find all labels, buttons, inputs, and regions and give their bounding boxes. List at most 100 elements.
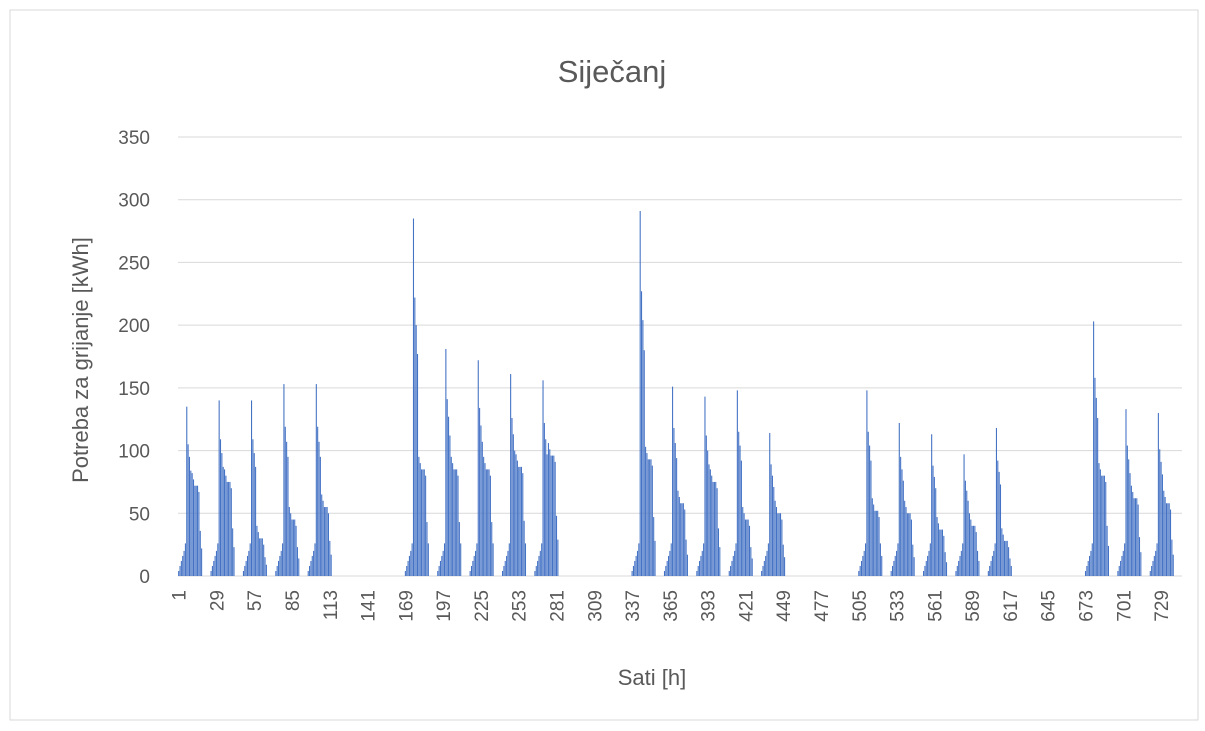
bar <box>479 407 481 576</box>
bar <box>191 473 193 576</box>
y-tick-label: 300 <box>118 191 150 212</box>
bar <box>294 519 296 576</box>
bar <box>959 555 961 576</box>
bar <box>634 560 636 576</box>
bar <box>860 560 863 576</box>
bar <box>325 507 327 576</box>
bar <box>1106 525 1108 576</box>
bar <box>972 525 975 576</box>
bar <box>697 565 699 576</box>
bar <box>750 547 752 576</box>
bar <box>881 555 883 576</box>
bar <box>414 297 416 576</box>
bar <box>264 557 266 576</box>
bar <box>703 543 705 576</box>
bar <box>249 543 251 576</box>
bar <box>941 529 944 576</box>
bar <box>684 509 686 576</box>
bar <box>515 454 517 576</box>
bar <box>681 503 683 576</box>
x-tick-label: 197 <box>434 590 455 622</box>
bar <box>978 560 980 576</box>
bar <box>523 520 525 576</box>
bar <box>1105 481 1107 576</box>
bar <box>520 466 522 576</box>
bar <box>427 543 429 576</box>
bar <box>180 560 182 576</box>
bar <box>1160 461 1162 576</box>
bar <box>1134 498 1136 576</box>
bar <box>248 550 250 576</box>
bar <box>928 550 930 576</box>
bar <box>1103 475 1105 576</box>
x-tick-label: 1 <box>170 590 191 601</box>
bar <box>735 543 737 576</box>
bar <box>522 473 524 576</box>
bar <box>545 439 547 576</box>
bar <box>728 570 730 576</box>
bar <box>481 441 483 576</box>
bar <box>730 565 732 576</box>
bar <box>923 570 925 576</box>
bar <box>508 543 510 576</box>
bar <box>696 570 698 576</box>
bar <box>210 570 212 576</box>
bar <box>858 570 860 576</box>
bar <box>251 400 253 576</box>
x-tick-label: 589 <box>963 590 984 622</box>
bar <box>896 550 898 576</box>
bar <box>421 469 423 576</box>
bar <box>323 507 325 576</box>
bar <box>781 519 783 576</box>
bar <box>1164 496 1166 576</box>
bar <box>1167 503 1169 576</box>
bar <box>893 560 895 576</box>
bar <box>1165 503 1168 576</box>
bar <box>711 475 713 576</box>
x-tick-label: 309 <box>585 590 606 622</box>
bar <box>646 453 648 576</box>
bar <box>507 550 509 576</box>
bar <box>678 496 680 576</box>
bar <box>1097 417 1099 576</box>
bar <box>229 481 231 576</box>
bar <box>1153 555 1155 576</box>
bar <box>643 350 645 576</box>
bar <box>700 555 702 576</box>
bar <box>199 530 201 576</box>
bar <box>1008 547 1010 576</box>
bar <box>246 555 249 576</box>
bar <box>419 463 421 576</box>
x-tick-label: 29 <box>207 590 228 611</box>
bar <box>1151 565 1153 576</box>
bar <box>866 390 868 576</box>
y-tick-label: 350 <box>118 128 150 149</box>
bar <box>900 456 902 576</box>
chart-title: Siječanj <box>558 54 667 89</box>
bar <box>1098 463 1100 576</box>
bar <box>1129 473 1131 576</box>
bar <box>771 475 773 576</box>
bar <box>1118 565 1120 576</box>
bar <box>1130 485 1132 576</box>
bar <box>716 488 718 576</box>
bar <box>190 470 192 576</box>
bar <box>761 570 763 576</box>
bar <box>445 348 447 576</box>
bar <box>408 555 410 576</box>
bar <box>912 544 914 576</box>
bar <box>1163 490 1165 576</box>
bar <box>502 570 504 576</box>
bar <box>874 510 876 576</box>
bar <box>676 458 678 576</box>
bar <box>968 513 970 576</box>
bar <box>1128 459 1130 576</box>
bar <box>472 560 474 576</box>
bar <box>859 565 861 576</box>
bar <box>894 555 896 576</box>
bar <box>283 384 285 576</box>
bar <box>987 570 989 576</box>
bar <box>995 427 997 576</box>
bar <box>539 550 541 576</box>
bar <box>639 211 641 576</box>
